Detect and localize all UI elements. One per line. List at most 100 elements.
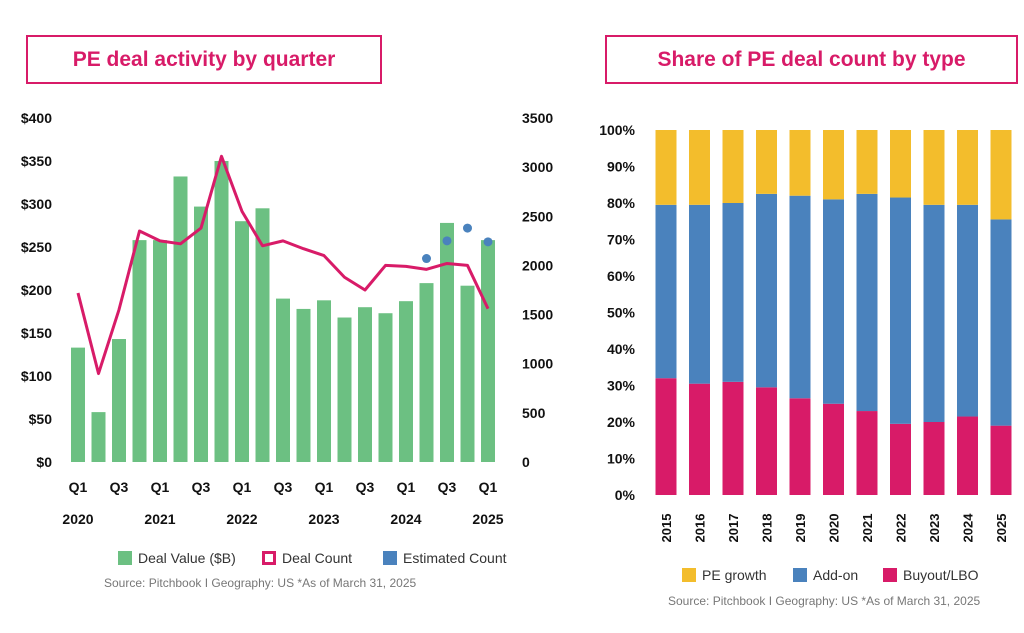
stacked-bar-segment [990, 425, 1012, 495]
stacked-bar-segment [856, 411, 878, 495]
deal-value-bar [296, 308, 311, 462]
legend-swatch [262, 551, 276, 565]
estimated-count-point [442, 236, 452, 246]
stacked-bar-segment [722, 203, 744, 382]
y-tick-label: 0% [615, 487, 636, 503]
x-year-label: 2020 [62, 511, 93, 527]
x-tick-label: Q3 [438, 479, 457, 495]
deal-value-bar [71, 347, 85, 462]
x-year-label: 2023 [308, 511, 339, 527]
deal-value-bar [173, 176, 188, 463]
x-tick-label: 2016 [693, 514, 708, 543]
stacked-bar-segment [957, 416, 978, 495]
stacked-bar-segment [655, 130, 677, 205]
y-tick-label: 30% [607, 378, 636, 394]
x-tick-label: 2015 [659, 514, 674, 543]
y-left-tick-label: $400 [21, 110, 52, 126]
y-tick-label: 100% [599, 122, 635, 138]
right-source-note: Source: Pitchbook I Geography: US *As of… [668, 594, 981, 608]
left-chart-title: PE deal activity by quarter [26, 35, 382, 84]
stacked-bar-segment [923, 204, 945, 422]
y-left-tick-label: $50 [29, 411, 53, 427]
legend-label: Estimated Count [403, 550, 507, 566]
deal-value-bar [317, 300, 331, 462]
stacked-bar-segment [756, 193, 777, 388]
y-left-tick-label: $100 [21, 368, 52, 384]
y-tick-label: 70% [607, 232, 636, 248]
stacked-bar-segment [923, 422, 945, 495]
x-tick-label: 2017 [726, 514, 741, 543]
legend-label: PE growth [702, 567, 767, 583]
x-year-label: 2021 [144, 511, 175, 527]
y-left-tick-label: $250 [21, 239, 52, 255]
stacked-bar-segment [756, 130, 777, 194]
left-source-note: Source: Pitchbook I Geography: US *As of… [104, 576, 417, 590]
deal-value-bar [358, 307, 372, 462]
deal-value-bar [132, 240, 147, 462]
y-tick-label: 90% [607, 159, 636, 175]
stacked-bar-segment [789, 130, 811, 196]
stacked-bar-segment [722, 130, 744, 203]
y-right-tick-label: 2000 [522, 257, 553, 273]
x-tick-label: 2021 [860, 514, 875, 543]
stacked-bar-segment [923, 130, 945, 205]
legend-swatch [118, 551, 132, 565]
y-left-tick-label: $350 [21, 153, 52, 169]
y-right-tick-label: 0 [522, 454, 530, 470]
x-tick-label: Q1 [479, 479, 498, 495]
x-tick-label: 2025 [994, 514, 1009, 543]
deal-value-bar [91, 412, 106, 462]
stacked-bar-segment [689, 204, 710, 384]
stacked-bar-segment [890, 423, 911, 495]
x-tick-label: 2019 [793, 514, 808, 543]
legend-pe-growth: PE growth [682, 567, 767, 583]
y-right-tick-label: 1000 [522, 356, 553, 372]
y-left-tick-label: $300 [21, 196, 52, 212]
deal-value-bar [481, 240, 495, 462]
stacked-bar-segment [789, 195, 811, 399]
x-tick-label: Q3 [274, 479, 293, 495]
deal-value-bar [194, 206, 208, 462]
stacked-bar-segment [789, 398, 811, 495]
estimated-count-point [463, 223, 472, 233]
x-tick-label: Q3 [110, 479, 129, 495]
deal-value-bar [378, 313, 393, 462]
y-right-tick-label: 3500 [522, 110, 553, 126]
deal-value-bar [460, 285, 475, 462]
stacked-bar-segment [823, 130, 844, 200]
legend-swatch [383, 551, 397, 565]
y-right-tick-label: 2500 [522, 208, 553, 224]
legend-add-on: Add-on [793, 567, 858, 583]
deal-count-line [76, 154, 490, 376]
deal-value-bar [112, 339, 126, 462]
x-tick-label: Q1 [69, 479, 88, 495]
x-tick-label: 2020 [827, 514, 842, 543]
y-left-tick-label: $200 [21, 282, 52, 298]
y-tick-label: 40% [607, 341, 636, 357]
deal-value-bar [255, 208, 270, 462]
legend-label: Deal Value ($B) [138, 550, 236, 566]
x-tick-label: 2024 [961, 513, 976, 543]
legend-label: Buyout/LBO [903, 567, 979, 583]
y-right-tick-label: 1500 [522, 307, 553, 323]
stacked-bar-segment [990, 130, 1012, 220]
x-tick-label: Q1 [151, 479, 170, 495]
deal-value-bar [153, 240, 167, 462]
stacked-bar-segment [957, 130, 978, 205]
stacked-bar-segment [756, 387, 777, 495]
y-right-tick-label: 3000 [522, 159, 553, 175]
x-tick-label: Q1 [397, 479, 416, 495]
legend-swatch [883, 568, 897, 582]
y-left-tick-label: $150 [21, 325, 52, 341]
right-chart-title: Share of PE deal count by type [605, 35, 1018, 84]
deal-value-bar [214, 161, 229, 462]
legend-swatch [793, 568, 807, 582]
y-tick-label: 60% [607, 268, 636, 284]
deal-value-bar [337, 317, 352, 462]
y-tick-label: 20% [607, 414, 636, 430]
legend-deal-value: Deal Value ($B) [118, 550, 236, 566]
stacked-bar-segment [689, 383, 710, 495]
x-tick-label: Q3 [192, 479, 211, 495]
